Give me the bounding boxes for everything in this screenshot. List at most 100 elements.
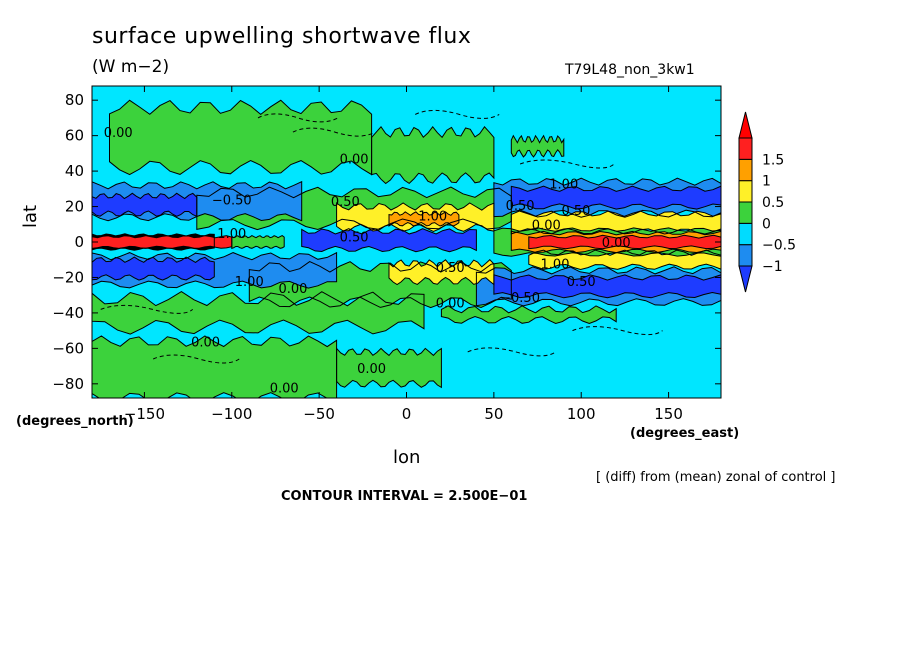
red-band-equator-east	[528, 235, 721, 249]
x-tick-label: −100	[211, 405, 252, 423]
orange-band-equator-east-contour	[510, 230, 721, 254]
red-band-equator-east-contour	[528, 234, 721, 250]
green-region-south-atlantic-contour	[336, 347, 442, 389]
green-region-south-pacific-contour	[92, 335, 338, 398]
colorbar-label: 1.5	[762, 152, 784, 168]
colorbar-label: 0.5	[762, 195, 784, 211]
diff-note: [ (diff) from (mean) zonal of control ]	[596, 470, 836, 485]
x-tick-label: 0	[402, 405, 412, 423]
dark-band-equator-west-contour	[92, 233, 215, 251]
dashed-contour	[152, 354, 240, 364]
y-tick-label: 80	[65, 91, 84, 109]
contour-label: 0.50	[567, 275, 596, 290]
dark-blue-band-south-asia	[493, 274, 721, 298]
x-tick-label: −150	[124, 405, 165, 423]
contour-label: −0.50	[500, 291, 540, 306]
y-tick-label: 40	[65, 162, 84, 180]
contour-label: 0.00	[270, 381, 299, 396]
yellow-region-south-atlantic-contour	[388, 258, 495, 286]
y-tick-label: 60	[65, 127, 84, 145]
y-tick-label: 0	[74, 233, 84, 251]
contour-label: 0.50	[562, 204, 591, 219]
contour-label: 0.50	[340, 231, 369, 246]
dashed-contour	[572, 326, 663, 336]
contour-label: 1.00	[418, 209, 447, 224]
blue-band-north-asia-contour	[493, 177, 721, 218]
colorbar-segment	[738, 180, 753, 203]
colorbar-label: −1	[762, 259, 783, 275]
red-band-equator-west	[92, 235, 232, 249]
contour-label: 0.00	[357, 362, 386, 377]
green-region-south-midlat-contour	[92, 291, 425, 335]
contour-label: 0.50	[331, 195, 360, 210]
green-region-north-eurasia	[511, 135, 564, 157]
contour-label: −0.50	[212, 193, 252, 208]
blue-band-south-asia-contour	[475, 266, 721, 307]
y-tick-label: −40	[52, 304, 84, 322]
dark-blue-band-north-asia-contour	[510, 185, 721, 210]
y-tick-label: −60	[52, 339, 84, 357]
colorbar-label: 1	[762, 174, 771, 190]
chart-title: surface upwelling shortwave flux	[92, 24, 472, 49]
x-tick-label: 50	[484, 405, 503, 423]
orange-core-north-africa	[389, 211, 459, 226]
yellow-region-indian-south-contour	[528, 249, 721, 271]
contour-label: 0.50	[506, 199, 535, 214]
y-tick-label: 20	[65, 198, 84, 216]
colorbar-segment	[738, 201, 753, 224]
colorbar-bottom-arrow	[738, 265, 753, 293]
colorbar-label: 0	[762, 216, 771, 232]
colorbar: −1 −0.5 0 0.5 1 1.5	[738, 111, 796, 293]
green-region-south-midlat	[92, 291, 424, 335]
yellow-region-indian-north-contour	[510, 210, 721, 235]
contour-label: 0.50	[436, 261, 465, 276]
green-region-south-pacific	[92, 336, 337, 398]
colorbar-segment	[738, 158, 753, 182]
colorbar-label: −0.5	[762, 238, 796, 254]
contour-label: 1.00	[217, 227, 246, 242]
green-region-north-atlantic	[371, 126, 494, 184]
contour-label-layer: 0.000.000.501.00−0.501.00 0.500.501.000.5…	[104, 126, 631, 396]
green-region-north-eurasia-contour	[510, 134, 565, 158]
dark-blue-band-south-pacific-contour	[92, 256, 215, 281]
dark-blue-band-north-pacific-contour	[92, 192, 198, 218]
x-tick-label: −50	[303, 405, 335, 423]
contour-label: 1.00	[235, 275, 264, 290]
contour-label: 0.00	[340, 153, 369, 168]
dark-blue-band-north-pacific	[92, 193, 197, 217]
dark-blue-band-south-pacific	[92, 257, 215, 281]
green-band-equator-east-contour	[493, 227, 721, 257]
blue-band-equatorial-atlantic	[301, 228, 477, 252]
dark-blue-band-south-asia-contour	[493, 274, 721, 299]
green-band-equator-west-contour	[231, 235, 285, 250]
dashed-contour	[100, 304, 194, 314]
x-tick-label: 150	[654, 405, 683, 423]
colorbar-segment	[738, 137, 753, 160]
dashed-contour	[519, 159, 615, 169]
y-tick-label: −80	[52, 375, 84, 393]
green-region-southern-band	[441, 305, 617, 324]
colorbar-segment	[738, 244, 753, 267]
contour-label: 0.00	[532, 218, 561, 233]
contour-label: 0.00	[104, 126, 133, 141]
x-axis-units: (degrees_east)	[630, 426, 740, 441]
y-axis-units: (degrees_north)	[16, 414, 134, 429]
green-band-equator-west	[231, 235, 285, 249]
contour-interval-label: CONTOUR INTERVAL = 2.500E−01	[281, 489, 528, 504]
dashed-contour	[414, 109, 500, 119]
orange-core-north-africa-contour	[388, 211, 460, 227]
dashed-contour	[292, 127, 376, 137]
y-tick-label: −20	[52, 268, 84, 286]
green-region-southern-band-contour	[440, 305, 617, 325]
chart-units: (W m−2)	[92, 57, 170, 77]
contour-label: 0.00	[602, 236, 631, 251]
colorbar-segment	[738, 222, 753, 246]
contour-label: 0.00	[191, 335, 220, 350]
contour-label: 1.00	[541, 257, 570, 272]
green-region-north-atlantic-contour	[371, 125, 495, 185]
green-region-south-atlantic	[336, 348, 442, 388]
x-axis-label: lon	[393, 447, 421, 468]
blue-band-south-pacific-contour	[92, 251, 338, 289]
blue-band-equatorial-atlantic-contour	[301, 228, 477, 253]
